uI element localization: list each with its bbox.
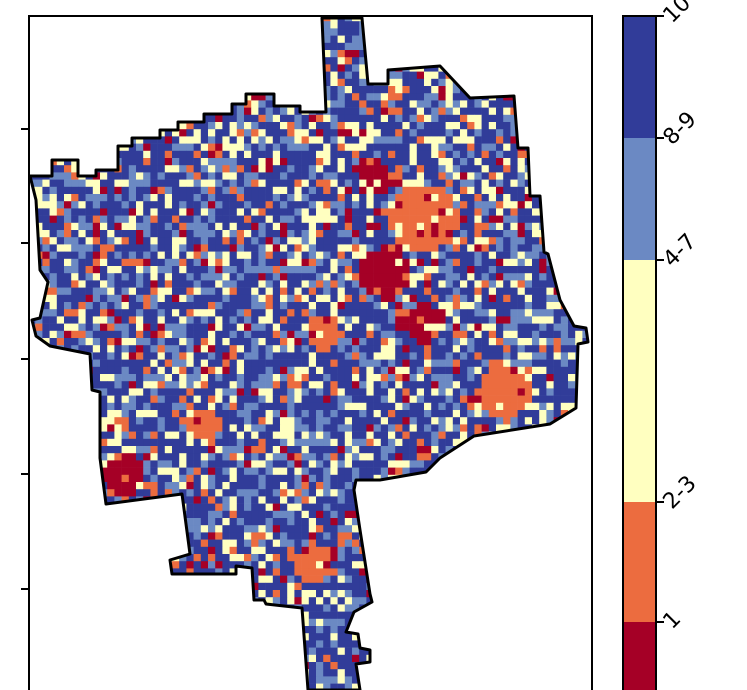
colorbar-segment bbox=[623, 138, 656, 260]
map-y-ticks bbox=[21, 128, 29, 590]
colorbar-segment bbox=[623, 16, 656, 138]
city-boundary bbox=[28, 16, 590, 690]
colorbar-frame bbox=[622, 15, 657, 690]
colorbar: 10 8-9 4-7 2-3 1 bbox=[622, 0, 702, 690]
colorbar-tick-label: 4-7 bbox=[659, 229, 702, 272]
colorbar-tick-label: 8-9 bbox=[659, 107, 702, 150]
colorbar-tick-label: 10 bbox=[659, 0, 696, 28]
colorbar-tick-label: 1 bbox=[659, 607, 687, 635]
colorbar-segments bbox=[623, 16, 656, 690]
colorbar-segment bbox=[623, 502, 656, 622]
colorbar-ticks: 10 8-9 4-7 2-3 1 bbox=[656, 0, 702, 634]
colorbar-segment bbox=[623, 622, 656, 690]
colorbar-segment bbox=[623, 260, 656, 502]
colorbar-tick-label: 2-3 bbox=[659, 471, 702, 514]
